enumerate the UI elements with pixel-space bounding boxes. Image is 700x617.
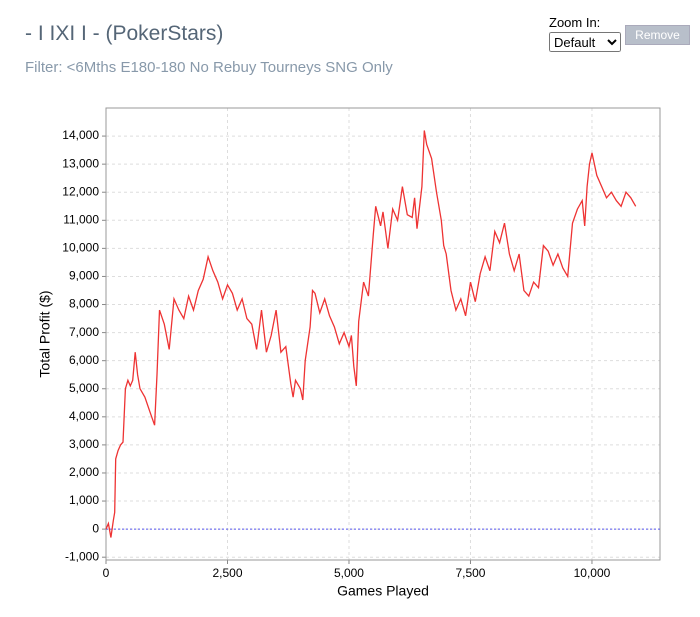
- y-tick-label: 2,000: [69, 465, 99, 479]
- profit-line: [105, 130, 637, 538]
- filter-text: Filter: <6Mths E180-180 No Rebuy Tourney…: [25, 59, 393, 76]
- y-tick-label: -1,000: [65, 549, 99, 563]
- y-tick-label: 9,000: [69, 269, 99, 283]
- page-title: - I IXI I - (PokerStars): [25, 22, 224, 45]
- y-tick-label: 12,000: [62, 184, 99, 198]
- y-tick-label: 3,000: [69, 437, 99, 451]
- zoom-label: Zoom In:: [549, 15, 601, 30]
- x-tick-label: 7,500: [455, 566, 485, 580]
- y-tick-label: 7,000: [69, 325, 99, 339]
- x-tick-label: 2,500: [212, 566, 242, 580]
- y-tick-label: 0: [92, 521, 99, 535]
- remove-button[interactable]: Remove: [625, 25, 690, 45]
- x-tick-label: 10,000: [574, 566, 611, 580]
- y-tick-label: 11,000: [63, 212, 99, 226]
- y-tick-label: 13,000: [62, 156, 99, 170]
- y-tick-label: 4,000: [69, 409, 99, 423]
- y-tick-label: 5,000: [69, 381, 99, 395]
- y-tick-label: 14,000: [62, 128, 99, 142]
- x-tick-label: 0: [103, 566, 110, 580]
- y-tick-label: 6,000: [69, 353, 99, 367]
- x-tick-label: 5,000: [334, 566, 364, 580]
- y-axis-label: Total Profit ($): [37, 290, 53, 377]
- zoom-select[interactable]: Default: [549, 32, 621, 52]
- y-tick-label: 8,000: [69, 297, 99, 311]
- plot-border: [105, 107, 661, 561]
- x-axis-label: Games Played: [337, 583, 429, 599]
- y-tick-label: 1,000: [69, 493, 99, 507]
- y-tick-label: 10,000: [62, 241, 99, 255]
